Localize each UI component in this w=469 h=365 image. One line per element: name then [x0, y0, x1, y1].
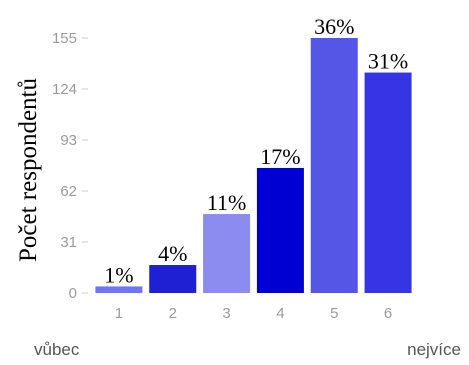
- scale-max-label: nejvíce: [407, 340, 461, 359]
- x-tick-label: 6: [384, 305, 392, 322]
- y-tick-label: 62: [60, 183, 77, 200]
- data-label: 17%: [260, 144, 300, 169]
- y-axis-ticks: 0 31 62 93 124 155: [52, 30, 88, 302]
- data-label: 1%: [104, 262, 133, 287]
- bar-5: [310, 38, 358, 293]
- x-tick-label: 2: [169, 305, 177, 322]
- bars: [95, 38, 412, 293]
- y-tick-label: 0: [69, 285, 77, 302]
- x-tick-label: 3: [222, 305, 230, 322]
- bar-3: [203, 214, 251, 293]
- bar-6: [364, 72, 412, 293]
- data-label: 36%: [314, 14, 354, 39]
- y-tick-label: 31: [60, 234, 77, 251]
- bar-1: [95, 286, 143, 293]
- x-tick-label: 1: [115, 305, 123, 322]
- bar-2: [149, 265, 197, 293]
- y-tick-label: 155: [52, 30, 77, 47]
- scale-min-label: vůbec: [34, 340, 80, 359]
- x-tick-label: 5: [330, 305, 338, 322]
- data-labels: 1% 4% 11% 17% 36% 31%: [104, 14, 408, 287]
- x-tick-label: 4: [276, 305, 284, 322]
- y-axis-title: Počet respondentů: [15, 78, 42, 262]
- y-tick-label: 93: [60, 132, 77, 149]
- data-label: 4%: [158, 241, 187, 266]
- x-axis-ticks: 1 2 3 4 5 6: [115, 305, 393, 322]
- data-label: 11%: [207, 190, 247, 215]
- y-tick-label: 124: [52, 81, 77, 98]
- bar-4: [256, 167, 304, 293]
- data-label: 31%: [368, 49, 408, 74]
